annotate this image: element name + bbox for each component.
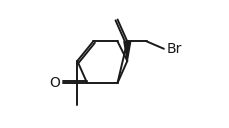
Text: O: O bbox=[49, 76, 60, 90]
Polygon shape bbox=[124, 41, 131, 61]
Text: Br: Br bbox=[166, 42, 182, 56]
